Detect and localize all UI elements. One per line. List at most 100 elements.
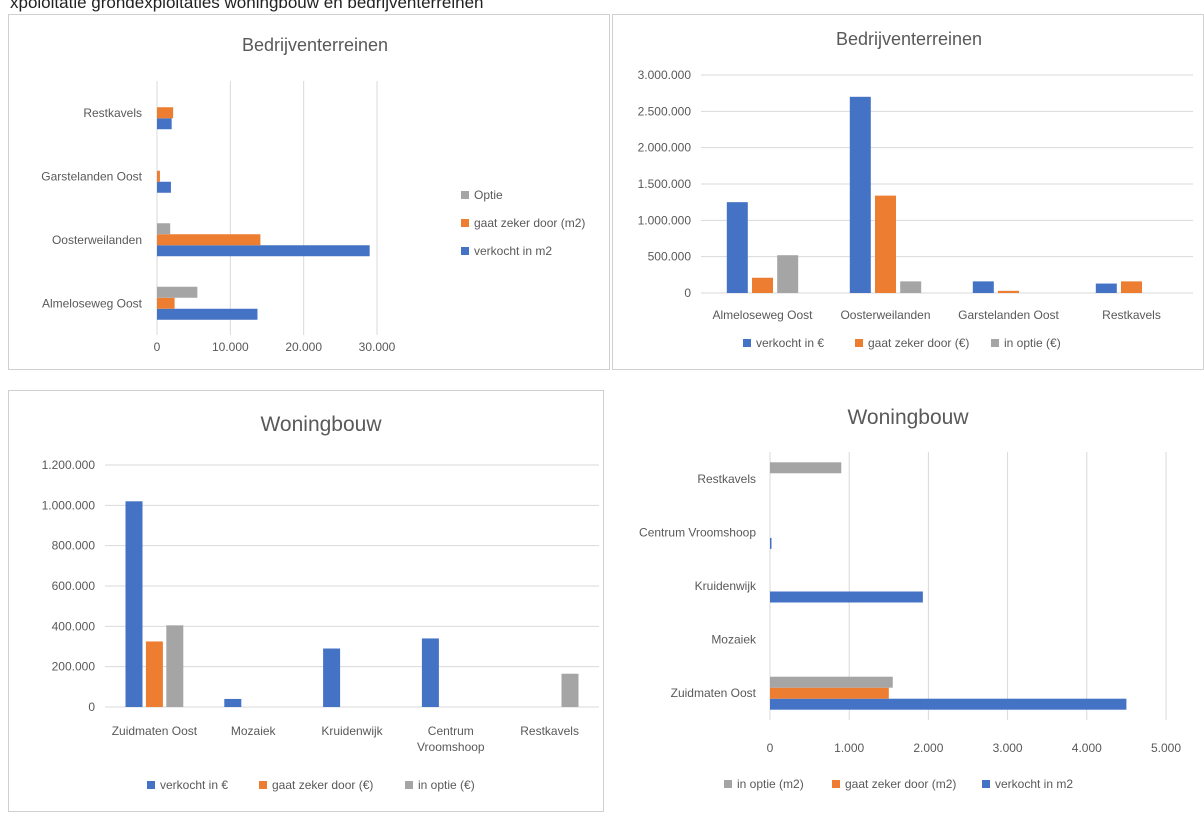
category-label-almeloseweg-oost: Almeloseweg Oost xyxy=(42,296,143,310)
y-tick-label: 400.000 xyxy=(52,619,96,633)
legend-label-in-optie-m2: in optie (m2) xyxy=(737,777,804,791)
legend-swatch-verkocht-in-m2 xyxy=(982,780,990,788)
category-label-almeloseweg-oost: Almeloseweg Oost xyxy=(712,308,813,322)
bar-verkocht-in-almeloseweg-oost xyxy=(726,202,748,293)
y-tick-label: 500.000 xyxy=(648,250,692,264)
category-label-zuidmaten-oost: Zuidmaten Oost xyxy=(112,724,198,738)
bar-verkocht-in-garstelanden-oost xyxy=(972,281,994,293)
x-tick-label: 0 xyxy=(154,340,161,354)
bar-in-optie-zuidmaten-oost xyxy=(166,625,184,707)
y-tick-label: 2.500.000 xyxy=(638,104,692,118)
y-tick-label: 200.000 xyxy=(52,660,96,674)
bar-in-optie-restkavels xyxy=(561,673,579,707)
chart-bedrijventerreinen-m2: Bedrijventerreinen 0 10.000 20.000 30.000 Alm… xyxy=(8,14,610,370)
category-label-restkavels: Restkavels xyxy=(1102,308,1161,322)
category-label-restkavels: Restkavels xyxy=(83,106,142,120)
x-tick-label: 4.000 xyxy=(1072,741,1102,755)
bar-gaat-zeker-door-m2-oosterweilanden xyxy=(157,234,261,246)
x-tick-label: 0 xyxy=(767,741,774,755)
page-caption: xpoloitatie grondexploitaties woningbouw… xyxy=(10,0,484,12)
bar-gaat-zeker-door-m2-garstelanden-oost xyxy=(157,170,160,182)
legend-swatch-gaat-zeker-door xyxy=(855,339,863,347)
chart-woningbouw-m2: Woningbouw 0 1.000 2.000 3.000 4.000 5.000 Zuid… xyxy=(606,390,1204,812)
category-label-oosterweilanden: Oosterweilanden xyxy=(52,233,142,247)
y-tick-label: 1.500.000 xyxy=(638,177,692,191)
category-label-kruidenwijk: Kruidenwijk xyxy=(321,724,383,738)
bar-verkocht-in-m2-oosterweilanden xyxy=(157,245,370,257)
y-tick-label: 1.000.000 xyxy=(42,498,96,512)
bar-verkocht-in-m2-almeloseweg-oost xyxy=(157,308,258,320)
bar-in-optie-m2-zuidmaten-oost xyxy=(770,676,893,688)
x-tick-label: 3.000 xyxy=(993,741,1023,755)
legend-label-verkocht-in-m2: verkocht in m2 xyxy=(474,244,552,258)
chart-title: Bedrijventerreinen xyxy=(836,29,982,49)
chart-woningbouw-euro: Woningbouw 0 200.000 400.000 600.000 800.000 1… xyxy=(8,390,604,812)
legend-label-gaat-zeker-door: gaat zeker door (€) xyxy=(272,778,373,792)
x-tick-label: 5.000 xyxy=(1151,741,1181,755)
bar-verkocht-in-m2-garstelanden-oost xyxy=(157,181,171,193)
legend-swatch-verkocht-in xyxy=(743,339,751,347)
legend-label-in-optie: in optie (€) xyxy=(1004,336,1061,350)
legend-swatch-gaat-zeker-door-m2 xyxy=(832,780,840,788)
category-label-mozaiek: Mozaiek xyxy=(231,724,277,738)
legend-swatch-gaat-zeker-door-m2 xyxy=(461,219,469,227)
category-label-garstelanden-oost: Garstelanden Oost xyxy=(41,169,142,183)
y-tick-label: 2.000.000 xyxy=(638,141,692,155)
category-label-centrum-vroomshoop: Centrum xyxy=(428,724,474,738)
legend-swatch-verkocht-in-m2 xyxy=(461,247,469,255)
bar-verkocht-in-centrum-vroomshoop xyxy=(421,638,439,707)
bar-verkocht-in-m2-zuidmaten-oost xyxy=(770,698,1127,710)
bar-gaat-zeker-door-m2-almeloseweg-oost xyxy=(157,297,175,309)
bar-optie-oosterweilanden xyxy=(157,223,171,235)
bar-gaat-zeker-door-m2-restkavels xyxy=(157,107,174,119)
x-tick-label: 2.000 xyxy=(913,741,943,755)
legend-label-optie: Optie xyxy=(474,188,503,202)
category-label-centrum-vroomshoop: Centrum Vroomshoop xyxy=(639,525,756,539)
y-tick-label: 1.000.000 xyxy=(638,213,692,227)
x-tick-label: 1.000 xyxy=(834,741,864,755)
category-label-garstelanden-oost: Garstelanden Oost xyxy=(958,308,1059,322)
legend-label-verkocht-in-m2: verkocht in m2 xyxy=(995,777,1073,791)
bar-verkocht-in-m2-kruidenwijk xyxy=(770,591,923,603)
y-tick-label: 0 xyxy=(684,286,691,300)
legend-swatch-in-optie-m2 xyxy=(724,780,732,788)
legend-label-gaat-zeker-door-m2: gaat zeker door (m2) xyxy=(845,777,956,791)
category-label-oosterweilanden: Oosterweilanden xyxy=(840,308,930,322)
legend-label-verkocht-in: verkocht in € xyxy=(160,778,228,792)
bar-gaat-zeker-door-oosterweilanden xyxy=(875,195,896,293)
bar-verkocht-in-mozaiek xyxy=(224,698,242,707)
x-tick-label: 20.000 xyxy=(285,340,322,354)
chart-title: Bedrijventerreinen xyxy=(242,35,388,55)
chart-title: Woningbouw xyxy=(260,413,382,436)
y-tick-label: 600.000 xyxy=(52,579,96,593)
bar-in-optie-almeloseweg-oost xyxy=(777,255,799,293)
legend-swatch-gaat-zeker-door xyxy=(259,781,267,789)
bar-gaat-zeker-door-almeloseweg-oost xyxy=(752,277,773,293)
category-label-centrum-vroomshoop: Vroomshoop xyxy=(417,740,485,754)
bar-gaat-zeker-door-zuidmaten-oost xyxy=(145,641,163,707)
legend-label-gaat-zeker-door-m2: gaat zeker door (m2) xyxy=(474,216,585,230)
bar-verkocht-in-m2-centrum-vroomshoop xyxy=(770,537,772,549)
y-tick-label: 3.000.000 xyxy=(638,68,692,82)
bar-verkocht-in-m2-restkavels xyxy=(157,118,172,130)
legend-swatch-in-optie xyxy=(405,781,413,789)
legend-label-gaat-zeker-door: gaat zeker door (€) xyxy=(868,336,969,350)
chart-svg-woningbouw-euro: Woningbouw 0 200.000 400.000 600.000 800.000 1… xyxy=(42,413,599,792)
chart-svg-bedrijventerreinen-euro: Bedrijventerreinen 0 500.000 1.000.000 1.500… xyxy=(638,29,1193,350)
bar-verkocht-in-oosterweilanden xyxy=(849,96,871,293)
legend-swatch-verkocht-in xyxy=(147,781,155,789)
chart-bedrijventerreinen-euro: Bedrijventerreinen 0 500.000 1.000.000 1.500… xyxy=(612,14,1204,370)
bar-verkocht-in-kruidenwijk xyxy=(323,648,341,707)
y-tick-label: 1.200.000 xyxy=(42,458,96,472)
legend-swatch-optie xyxy=(461,191,469,199)
y-tick-label: 800.000 xyxy=(52,539,96,553)
bar-gaat-zeker-door-garstelanden-oost xyxy=(998,290,1019,293)
bar-verkocht-in-restkavels xyxy=(1095,283,1117,293)
category-label-restkavels: Restkavels xyxy=(520,724,579,738)
chart-svg-bedrijventerreinen-m2: Bedrijventerreinen 0 10.000 20.000 30.000 Alm… xyxy=(41,35,585,354)
bar-verkocht-in-zuidmaten-oost xyxy=(125,501,143,707)
category-label-zuidmaten-oost: Zuidmaten Oost xyxy=(671,686,757,700)
x-tick-label: 30.000 xyxy=(359,340,396,354)
x-tick-label: 10.000 xyxy=(212,340,249,354)
legend-label-in-optie: in optie (€) xyxy=(418,778,475,792)
